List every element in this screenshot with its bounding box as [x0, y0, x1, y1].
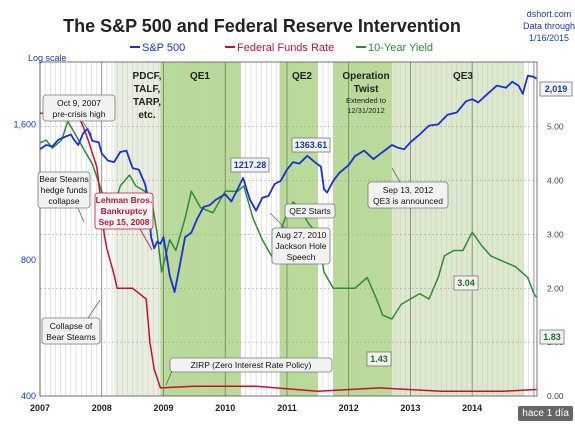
region-label-qe1: QE1	[190, 71, 210, 82]
legend-sp500: S&P 500	[142, 42, 185, 54]
svg-text:Bankruptcy: Bankruptcy	[101, 206, 148, 216]
value-label-183: 1.83	[539, 329, 565, 345]
svg-text:1.83: 1.83	[543, 332, 561, 342]
shaded-region-1	[160, 62, 241, 396]
x-tick-label: 2007	[30, 403, 50, 413]
legend-10yr: 10-Year Yield	[368, 42, 433, 54]
right-tick-label: 4.00	[547, 176, 564, 186]
svg-text:ZIRP (Zero Interest Rate Polic: ZIRP (Zero Interest Rate Policy)	[191, 360, 312, 370]
x-tick-label: 2009	[153, 403, 173, 413]
svg-text:hedge funds: hedge funds	[41, 185, 88, 195]
annotation-jackson-hole: Aug 27, 2010 Jackson Hole Speech	[269, 212, 331, 265]
svg-text:Bear Stearns: Bear Stearns	[46, 332, 96, 342]
legend: S&P 500 Federal Funds Rate 10-Year Yield	[130, 42, 433, 54]
value-label-304: 3.04	[453, 275, 479, 291]
value-label-1217: 1217.28	[230, 157, 270, 173]
svg-text:1363.61: 1363.61	[295, 140, 328, 150]
svg-text:Sep 15, 2008: Sep 15, 2008	[98, 217, 149, 227]
left-tick-label: 800	[21, 255, 36, 265]
credit-line-2: Data through	[523, 21, 575, 31]
left-tick-label: 1,600	[13, 119, 36, 129]
chart-title: The S&P 500 and Federal Reserve Interven…	[63, 16, 461, 36]
x-tick-label: 2010	[215, 403, 235, 413]
svg-text:Lehman Bros.: Lehman Bros.	[96, 195, 153, 205]
region-label-pdcf-1: PDCF,	[133, 71, 162, 82]
right-tick-label: 2.00	[547, 283, 564, 293]
value-label-143: 1.43	[366, 351, 392, 367]
right-tick-label: 5.00	[547, 122, 564, 132]
svg-text:3.04: 3.04	[457, 278, 475, 288]
value-label-2019: 2,019	[539, 81, 573, 97]
region-sublabel-op-twist-1: Extended to	[346, 96, 386, 105]
region-label-op-twist-1: Operation	[342, 71, 389, 82]
shaded-region-4	[391, 62, 524, 396]
credit-line-1: dshort.com	[527, 9, 572, 19]
right-tick-label: 3.00	[547, 229, 564, 239]
x-tick-label: 2008	[92, 403, 112, 413]
y-scale-label: Log scale	[28, 53, 67, 63]
svg-text:Oct 9, 2007: Oct 9, 2007	[57, 98, 101, 108]
x-tick-label: 2012	[339, 403, 359, 413]
annotation-qe2-starts: QE2 Starts	[284, 203, 336, 219]
right-tick-label: 0.00	[547, 391, 564, 401]
annotation-zirp: ZIRP (Zero Interest Rate Policy)	[165, 357, 333, 386]
svg-text:pre-crisis high: pre-crisis high	[53, 109, 106, 119]
series-line-1	[40, 112, 537, 392]
legend-fed-funds: Federal Funds Rate	[237, 42, 334, 54]
annotation-qe3-announced: Sep 13, 2012 QE3 is announced	[367, 167, 449, 209]
svg-text:Bear Stearns: Bear Stearns	[39, 174, 89, 184]
svg-text:Jackson Hole: Jackson Hole	[275, 241, 326, 251]
x-tick-label: 2013	[400, 403, 420, 413]
annotation-bear-stearns-hedge: Bear Stearns hedge funds collapse	[37, 171, 91, 223]
series-line-0	[39, 74, 537, 293]
annotation-pre-crisis-high: Oct 9, 2007 pre-crisis high	[42, 94, 116, 136]
x-tick-label: 2011	[277, 403, 297, 413]
svg-text:Speech: Speech	[287, 252, 316, 262]
region-label-qe3: QE3	[453, 71, 473, 82]
svg-text:2,019: 2,019	[545, 84, 568, 94]
region-label-op-twist-2: Twist	[354, 84, 379, 95]
svg-text:collapse: collapse	[48, 196, 79, 206]
region-label-qe2: QE2	[292, 71, 312, 82]
annotation-lehman: Lehman Bros. Bankruptcy Sep 15, 2008	[94, 192, 154, 251]
svg-text:QE2 Starts: QE2 Starts	[289, 206, 331, 216]
plot-frame	[39, 61, 538, 397]
svg-text:1217.28: 1217.28	[234, 160, 267, 170]
svg-text:Aug 27, 2010: Aug 27, 2010	[276, 230, 327, 240]
region-label-pdcf-4: etc.	[138, 110, 155, 121]
credit-line-3: 1/16/2015	[529, 33, 569, 43]
svg-text:1.43: 1.43	[370, 354, 388, 364]
left-tick-label: 400	[21, 391, 36, 401]
svg-text:QE3 is announced: QE3 is announced	[373, 196, 443, 206]
svg-text:Sep 13, 2012: Sep 13, 2012	[383, 185, 434, 195]
region-label-pdcf-2: TALF,	[134, 84, 161, 95]
region-sublabel-op-twist-2: 12/31/2012	[347, 106, 385, 115]
annotation-collapse-bear-stearns: Collapse of Bear Stearns	[41, 299, 101, 345]
value-label-1363: 1363.61	[291, 137, 331, 153]
timestamp-badge: hace 1 día	[518, 406, 573, 421]
svg-text:Collapse of: Collapse of	[50, 321, 93, 331]
x-tick-label: 2014	[462, 403, 482, 413]
region-label-pdcf-3: TARP,	[133, 97, 161, 108]
